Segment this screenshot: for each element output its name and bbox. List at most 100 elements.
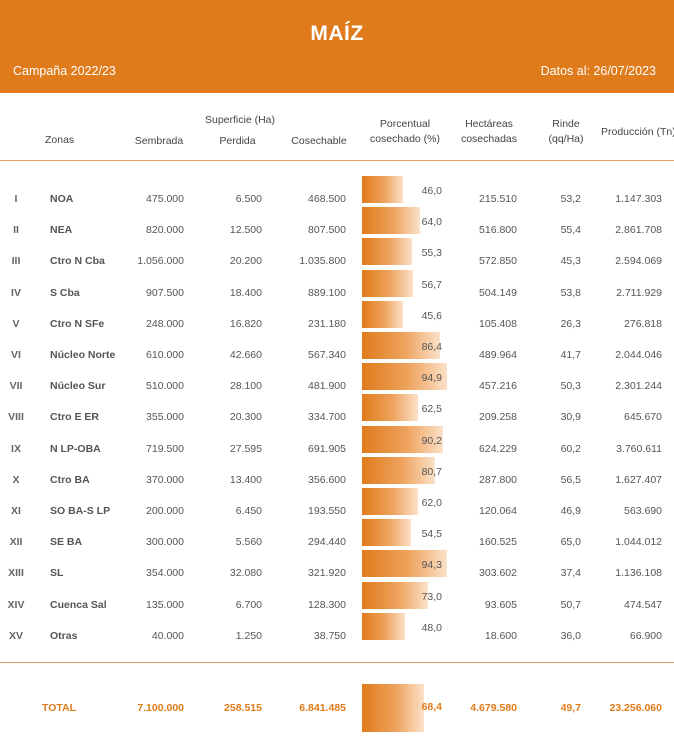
col-header-superficie: Superficie (Ha): [204, 114, 276, 126]
rinde-value: 50,7: [560, 598, 581, 611]
total-produccion: 23.256.060: [609, 702, 662, 714]
cosechable-value: 889.100: [308, 286, 346, 299]
zone-number: VI: [11, 349, 21, 361]
harvest-pct-value: 62,5: [421, 403, 442, 416]
cosechable-value: 321.920: [308, 567, 346, 580]
sembrada-value: 354.000: [146, 567, 184, 580]
zone-number: V: [12, 317, 20, 330]
harvest-pct-bar: [362, 332, 440, 359]
harvest-pct-bar: [362, 363, 448, 391]
perdida-value: 20.300: [229, 411, 262, 424]
hectareas-value: 504.149: [479, 286, 517, 299]
sembrada-value: 610.000: [146, 349, 184, 361]
produccion-value: 276.818: [624, 317, 662, 330]
rinde-value: 46,9: [560, 505, 581, 517]
total-rinde: 49,7: [560, 702, 581, 714]
zone-name: Núcleo Sur: [50, 380, 106, 393]
hectareas-value: 287.800: [479, 473, 517, 486]
harvest-pct-value: 73,0: [421, 590, 442, 603]
col-header-porcentual: Porcentual: [379, 118, 431, 130]
perdida-value: 5.560: [235, 536, 262, 549]
perdida-value: 20.200: [229, 255, 262, 268]
harvest-pct-bar: [362, 176, 404, 203]
cosechable-value: 231.180: [308, 317, 346, 330]
harvest-pct-value: 94,9: [421, 372, 442, 385]
harvest-pct-value: 45,6: [421, 309, 442, 322]
sembrada-value: 300.000: [146, 536, 184, 549]
cosechable-value: 807.500: [308, 224, 346, 237]
zone-number: XI: [11, 505, 21, 517]
total-harvest-bar: [362, 684, 424, 732]
cosechable-value: 334.700: [308, 411, 346, 424]
table-row: XIII SL 354.000 32.080 321.920 94,3 303.602 37,…: [0, 550, 674, 581]
harvest-pct-value: 54,5: [421, 528, 442, 541]
hectareas-value: 457.216: [479, 380, 517, 393]
table-row: VII Núcleo Sur 510.000 28.100 481.900 94,9 457…: [0, 363, 674, 394]
total-label: TOTAL: [42, 702, 77, 714]
harvest-pct-bar: [362, 269, 414, 297]
rinde-value: 65,0: [560, 536, 581, 549]
hectareas-value: 215.510: [479, 193, 517, 205]
zone-number: XIV: [7, 598, 25, 611]
cosechable-value: 1.035.800: [299, 255, 346, 268]
cosechable-value: 38.750: [313, 629, 346, 642]
produccion-value: 474.547: [624, 598, 662, 611]
perdida-value: 27.595: [229, 442, 262, 455]
cosechable-value: 567.340: [308, 349, 346, 361]
cosechable-value: 468.500: [308, 193, 346, 205]
perdida-value: 18.400: [229, 286, 262, 299]
zone-name: NOA: [50, 193, 74, 205]
perdida-value: 32.080: [229, 567, 262, 580]
zone-name: Ctro N Cba: [50, 255, 105, 268]
hectareas-value: 489.964: [479, 349, 517, 361]
produccion-value: 1.044.012: [615, 536, 662, 549]
campaign-label: Campaña 2022/23: [13, 64, 116, 78]
zone-number: IV: [11, 286, 21, 299]
total-hectareas: 4.679.580: [470, 702, 517, 714]
rinde-value: 30,9: [560, 411, 581, 424]
harvest-pct-bar: [362, 550, 447, 578]
zone-name: Otras: [50, 629, 78, 642]
table-row: XII SE BA 300.000 5.560 294.440 54,5 160.525 65…: [0, 519, 674, 550]
harvest-pct-bar: [362, 488, 418, 515]
zone-name: Ctro E ER: [50, 411, 100, 424]
table-row: I NOA 475.000 6.500 468.500 46,0 215.510 53,2 1.…: [0, 176, 674, 207]
cosechable-value: 481.900: [308, 380, 346, 393]
cosechable-value: 294.440: [308, 536, 346, 549]
cosechable-value: 128.300: [308, 598, 346, 611]
harvest-pct-value: 56,7: [421, 278, 442, 291]
zone-number: VII: [9, 380, 23, 393]
total-separator: [0, 662, 674, 663]
perdida-value: 16.820: [229, 317, 262, 330]
harvest-pct-bar: [362, 300, 404, 328]
rinde-value: 55,4: [560, 224, 581, 237]
perdida-value: 13.400: [229, 473, 262, 486]
zone-name: Ctro BA: [50, 473, 90, 486]
perdida-value: 6.450: [235, 505, 262, 517]
produccion-value: 563.690: [624, 505, 662, 517]
data-date-label: Datos al: 26/07/2023: [540, 64, 656, 78]
total-cosechable: 6.841.485: [299, 702, 346, 714]
table-row: XI SO BA-S LP 200.000 6.450 193.550 62,0 120.0…: [0, 488, 674, 519]
harvest-pct-value: 94,3: [421, 559, 442, 572]
col-header-perdida: Perdida: [219, 135, 256, 147]
table-row: V Ctro N SFe 248.000 16.820 231.180 45,6 105.4…: [0, 300, 674, 332]
zone-name: Núcleo Norte: [50, 349, 116, 361]
sembrada-value: 248.000: [146, 317, 184, 330]
hectareas-value: 624.229: [479, 442, 517, 455]
sembrada-value: 719.500: [146, 442, 184, 455]
produccion-value: 2.301.244: [615, 380, 662, 393]
produccion-value: 66.900: [629, 629, 662, 642]
hectareas-value: 209.258: [479, 411, 517, 424]
zone-name: NEA: [50, 224, 73, 237]
zone-number: XII: [9, 536, 23, 549]
perdida-value: 28.100: [229, 380, 262, 393]
table-row: XV Otras 40.000 1.250 38.750 48,0 18.600 36,0 66…: [0, 612, 674, 644]
produccion-value: 3.760.611: [616, 442, 662, 455]
produccion-value: 1.136.108: [615, 567, 662, 580]
sembrada-value: 200.000: [146, 505, 184, 517]
perdida-value: 42.660: [229, 349, 262, 361]
harvest-pct-value: 90,2: [421, 434, 442, 447]
produccion-value: 2.594.069: [615, 255, 662, 268]
harvest-pct-bar: [362, 612, 406, 640]
